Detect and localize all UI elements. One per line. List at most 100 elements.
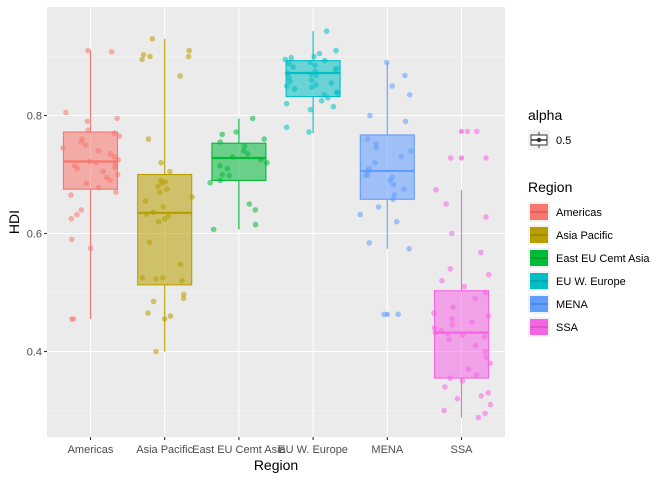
data-point-8	[158, 159, 164, 166]
data-point-23	[308, 84, 315, 90]
x-tick-label-5: SSA	[450, 444, 473, 456]
data-point-3	[406, 92, 413, 98]
y-tick-label-0: 0.4	[27, 347, 42, 359]
data-point-19	[287, 78, 293, 85]
region-legend-label-americas: Americas	[556, 207, 602, 219]
series-americas	[60, 47, 123, 322]
x-tick-label-0: Americas	[68, 444, 114, 456]
data-point-7	[373, 141, 379, 147]
data-point-17	[387, 177, 393, 184]
data-point-36	[70, 316, 77, 322]
data-point-24	[146, 239, 153, 246]
data-point-42	[482, 410, 488, 417]
x-tick-label-3: EU W. Europe	[278, 444, 348, 456]
data-point-15	[308, 71, 315, 77]
data-point-3	[261, 136, 268, 142]
data-point-34	[87, 245, 94, 252]
data-point-7	[449, 230, 455, 237]
data-point-21	[431, 325, 438, 331]
data-point-14	[111, 154, 118, 160]
data-point-2	[219, 131, 225, 138]
data-point-6	[364, 136, 371, 142]
data-point-10	[290, 64, 296, 70]
data-point-18	[160, 204, 166, 210]
alpha-legend-title: alpha	[528, 107, 562, 123]
data-point-33	[473, 372, 480, 378]
data-point-9	[408, 148, 414, 154]
data-point-26	[406, 246, 412, 252]
data-point-9	[447, 266, 454, 272]
data-point-40	[487, 401, 494, 408]
data-point-24	[393, 218, 400, 225]
data-point-21	[313, 82, 319, 88]
data-point-9	[78, 139, 84, 145]
data-point-1	[108, 49, 115, 55]
data-point-0	[85, 47, 91, 54]
data-point-43	[475, 414, 482, 421]
data-point-17	[246, 201, 253, 207]
data-point-26	[83, 180, 90, 187]
data-point-3	[63, 109, 69, 116]
data-point-1	[233, 129, 239, 135]
data-point-28	[325, 95, 331, 101]
y-tick-label-2: 0.8	[27, 111, 42, 123]
data-point-5	[241, 143, 248, 149]
data-point-22	[100, 168, 106, 175]
data-point-11	[217, 162, 223, 169]
data-point-32	[150, 298, 157, 305]
data-point-8	[373, 145, 380, 151]
data-point-20	[112, 164, 118, 171]
data-point-1	[402, 72, 408, 79]
region-key-swatch-east-eu-cemt-asia	[530, 250, 548, 266]
data-point-28	[381, 311, 387, 318]
data-point-4	[84, 118, 91, 125]
data-point-12	[461, 283, 468, 290]
y-axis: 0.4 0.6 0.8	[27, 111, 47, 359]
outlier-point-1	[458, 128, 465, 135]
data-point-33	[283, 124, 290, 131]
data-point-36	[153, 348, 159, 355]
data-point-5	[282, 56, 289, 63]
data-series	[60, 28, 494, 421]
series-mena	[357, 59, 415, 318]
data-point-14	[284, 70, 291, 76]
data-point-6	[111, 130, 118, 136]
data-point-29	[179, 277, 185, 284]
data-point-13	[154, 183, 161, 190]
region-legend: Region Americas Asia Pacific East EU Cemt …	[528, 179, 650, 337]
box	[137, 173, 193, 286]
data-point-5	[443, 201, 449, 207]
data-point-16	[431, 310, 437, 316]
data-point-10	[485, 272, 492, 278]
data-point-19	[150, 209, 157, 216]
data-point-18	[308, 77, 315, 83]
data-point-6	[177, 73, 183, 79]
data-point-15	[217, 177, 224, 184]
data-point-27	[446, 336, 452, 343]
data-point-27	[395, 311, 402, 318]
data-point-32	[307, 106, 314, 113]
data-point-14	[226, 172, 233, 179]
region-legend-title: Region	[528, 179, 572, 195]
series-asia-pacific	[137, 36, 195, 355]
data-point-16	[207, 180, 213, 186]
data-point-17	[485, 313, 492, 319]
data-point-15	[450, 304, 456, 311]
data-point-34	[306, 129, 312, 135]
data-point-20	[328, 80, 335, 86]
data-point-0	[249, 115, 256, 122]
data-point-7	[307, 59, 313, 66]
data-point-31	[330, 103, 337, 110]
data-point-15	[362, 172, 369, 179]
data-point-34	[167, 313, 174, 319]
data-point-11	[60, 145, 66, 151]
series-east-eu-cemt-asia	[207, 115, 270, 233]
data-point-1	[464, 128, 471, 135]
data-point-7	[245, 151, 251, 157]
x-tick-label-2: East EU Cemt Asia	[192, 444, 286, 456]
data-point-20	[210, 226, 217, 233]
data-point-31	[180, 295, 187, 302]
data-point-5	[139, 56, 145, 63]
data-point-8	[286, 60, 292, 67]
